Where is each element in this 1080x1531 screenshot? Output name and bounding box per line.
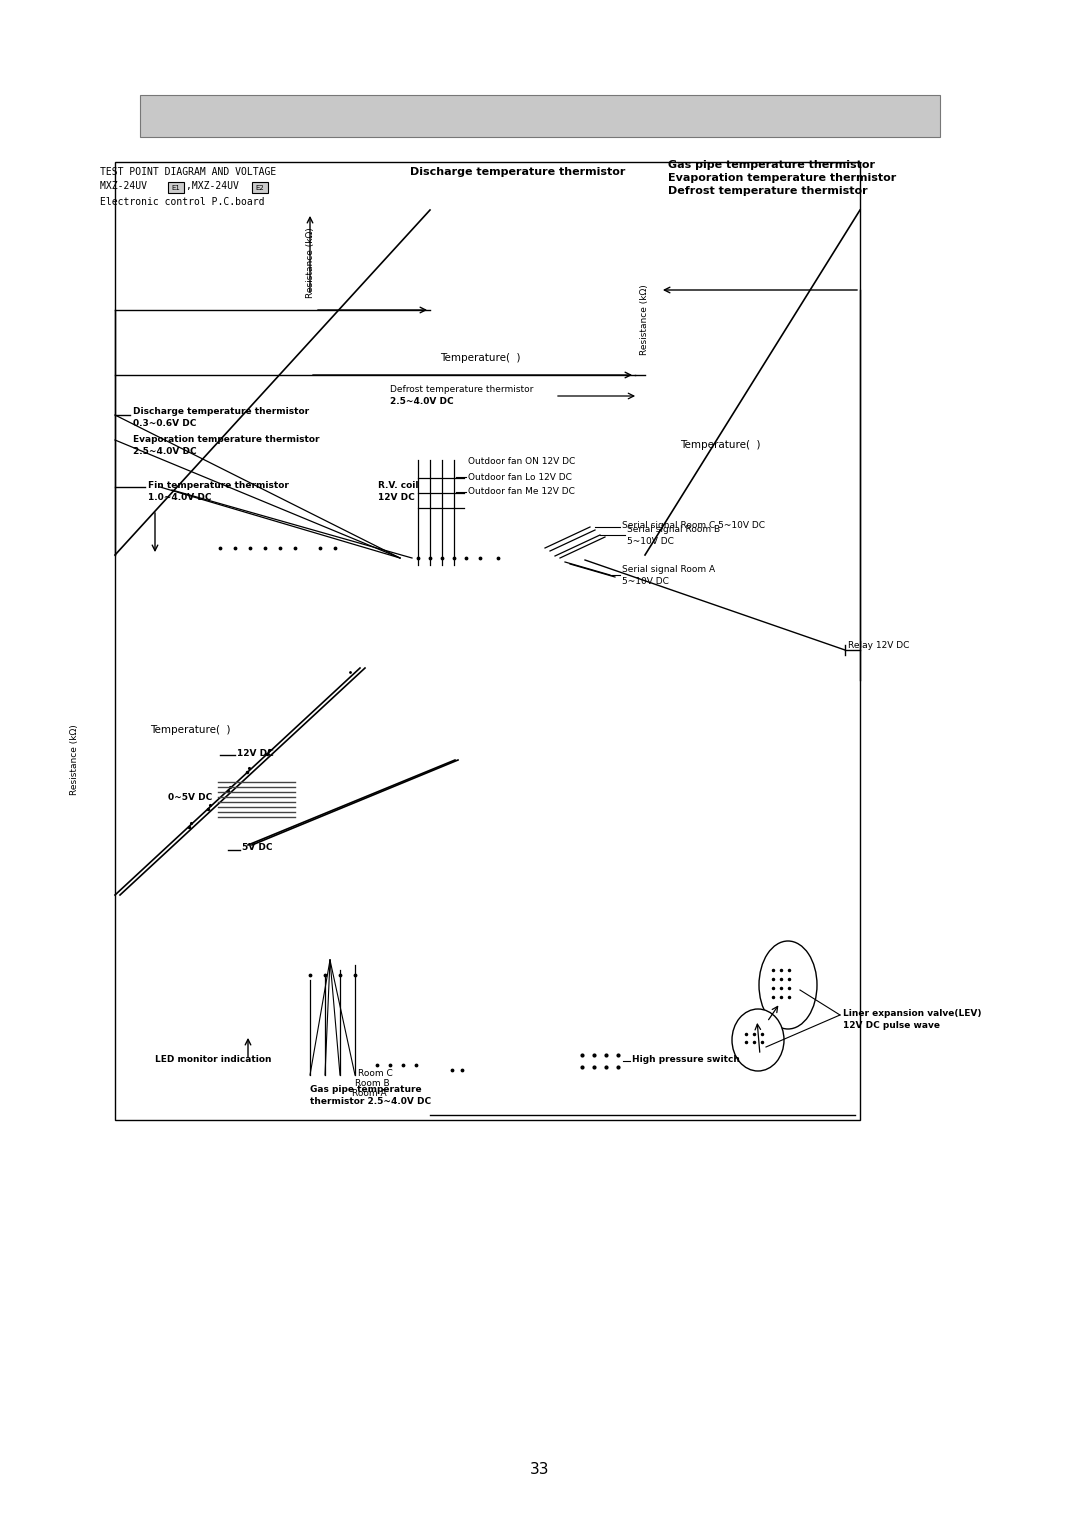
- Text: High pressure switch: High pressure switch: [632, 1055, 740, 1064]
- Text: Electronic control P.C.board: Electronic control P.C.board: [100, 197, 265, 207]
- Text: thermistor 2.5~4.0V DC: thermistor 2.5~4.0V DC: [310, 1098, 431, 1107]
- Text: Outdoor fan ON 12V DC: Outdoor fan ON 12V DC: [468, 458, 576, 467]
- Text: 12V DC: 12V DC: [378, 493, 415, 502]
- Text: Evaporation temperature thermistor: Evaporation temperature thermistor: [133, 435, 320, 444]
- Text: 2.5~4.0V DC: 2.5~4.0V DC: [133, 447, 197, 456]
- Text: Gas pipe temperature: Gas pipe temperature: [310, 1085, 421, 1095]
- Text: 12V DC pulse wave: 12V DC pulse wave: [843, 1021, 940, 1029]
- Text: ,MXZ-24UV: ,MXZ-24UV: [186, 181, 245, 191]
- Text: Serial signal Room B: Serial signal Room B: [627, 525, 720, 534]
- Text: Room A: Room A: [352, 1089, 387, 1098]
- Text: Outdoor fan Me 12V DC: Outdoor fan Me 12V DC: [468, 487, 575, 496]
- Text: 5~10V DC: 5~10V DC: [627, 537, 674, 547]
- Text: Temperature(  ): Temperature( ): [150, 726, 230, 735]
- Text: Serial signal Room C 5~10V DC: Serial signal Room C 5~10V DC: [622, 521, 765, 530]
- Text: Resistance (kΩ): Resistance (kΩ): [306, 228, 314, 299]
- Text: Room C: Room C: [357, 1069, 393, 1078]
- Text: Evaporation temperature thermistor: Evaporation temperature thermistor: [669, 173, 896, 184]
- Text: MXZ-24UV: MXZ-24UV: [100, 181, 153, 191]
- Text: 0~5V DC: 0~5V DC: [168, 793, 213, 802]
- Bar: [114, 162, 860, 1121]
- Text: Resistance (kΩ): Resistance (kΩ): [70, 724, 80, 796]
- Text: Liner expansion valve(LEV): Liner expansion valve(LEV): [843, 1009, 982, 1018]
- Bar: [252, 182, 268, 193]
- Text: 5~10V DC: 5~10V DC: [622, 577, 669, 586]
- Text: Gas pipe temperature thermistor: Gas pipe temperature thermistor: [669, 161, 875, 170]
- Text: LED monitor indication: LED monitor indication: [156, 1055, 271, 1064]
- Text: 33: 33: [530, 1462, 550, 1477]
- Ellipse shape: [732, 1009, 784, 1072]
- Text: 12V DC: 12V DC: [237, 749, 273, 758]
- Text: Temperature(  ): Temperature( ): [680, 439, 760, 450]
- Bar: [168, 182, 184, 193]
- Text: E1: E1: [172, 185, 180, 190]
- Bar: [140, 95, 940, 136]
- Text: TEST POINT DIAGRAM AND VOLTAGE: TEST POINT DIAGRAM AND VOLTAGE: [100, 167, 276, 178]
- Text: Temperature(  ): Temperature( ): [440, 354, 521, 363]
- Text: Relay 12V DC: Relay 12V DC: [848, 640, 909, 649]
- Text: Serial signal Room A: Serial signal Room A: [622, 565, 715, 574]
- Text: Defrost temperature thermistor: Defrost temperature thermistor: [669, 185, 867, 196]
- Text: Outdoor fan Lo 12V DC: Outdoor fan Lo 12V DC: [468, 473, 572, 482]
- Text: Discharge temperature thermistor: Discharge temperature thermistor: [133, 407, 309, 416]
- Text: Room B: Room B: [355, 1078, 390, 1087]
- Text: Defrost temperature thermistor: Defrost temperature thermistor: [390, 386, 534, 395]
- Text: Resistance (kΩ): Resistance (kΩ): [640, 285, 649, 355]
- Text: Discharge temperature thermistor: Discharge temperature thermistor: [410, 167, 625, 178]
- Text: 0.3~0.6V DC: 0.3~0.6V DC: [133, 419, 197, 429]
- Text: Fin temperature thermistor: Fin temperature thermistor: [148, 481, 288, 490]
- Text: 2.5~4.0V DC: 2.5~4.0V DC: [390, 398, 454, 407]
- Text: E2: E2: [256, 185, 265, 190]
- Text: 1.0~4.0V DC: 1.0~4.0V DC: [148, 493, 212, 502]
- Text: R.V. coil: R.V. coil: [378, 481, 419, 490]
- Ellipse shape: [759, 942, 816, 1029]
- Text: 5V DC: 5V DC: [242, 844, 272, 853]
